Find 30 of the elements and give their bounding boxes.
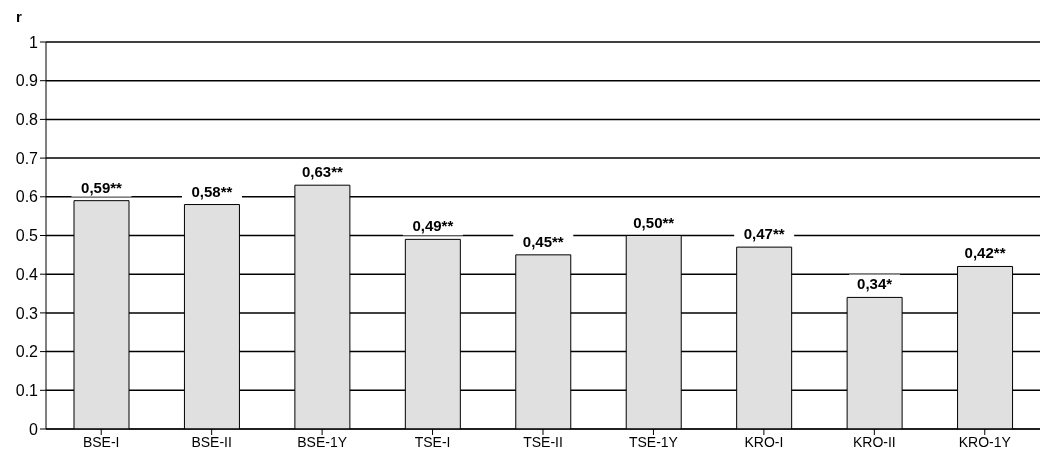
y-tick-label: 1: [29, 33, 39, 51]
data-label: 0,45**: [522, 232, 564, 250]
y-tick-label: 0.3: [15, 304, 39, 322]
y-tick-label: 0.9: [15, 72, 39, 90]
x-tick-label: TSE-1Y: [628, 433, 679, 450]
x-tick-label: KRO-II: [852, 433, 896, 450]
y-tick-label: 0.1: [15, 381, 39, 399]
y-tick-label: 0: [29, 420, 39, 438]
data-label: 0,63**: [301, 163, 343, 181]
y-tick-label: 0.7: [15, 149, 39, 167]
y-axis-title: r: [16, 8, 22, 25]
x-tick-label: TSE-II: [523, 433, 563, 450]
y-tick-label: 0.4: [15, 265, 39, 283]
y-tick-label: 0.8: [15, 111, 39, 129]
x-tick-label: KRO-1Y: [958, 433, 1012, 450]
x-tick-label: KRO-I: [744, 433, 784, 450]
y-tick-label: 0.5: [15, 227, 39, 245]
data-label: 0,34*: [857, 275, 893, 293]
data-label: 0,47**: [743, 225, 785, 243]
data-label: 0,58**: [191, 182, 233, 200]
data-label: 0,50**: [633, 213, 675, 231]
x-tick-label: TSE-I: [414, 433, 451, 450]
x-tick-label: BSE-1Y: [297, 433, 348, 450]
data-label: 0,42**: [964, 244, 1006, 262]
data-label: 0,59**: [81, 178, 123, 196]
y-tick-label: 0.2: [15, 343, 39, 361]
x-tick-label: BSE-I: [82, 433, 120, 450]
x-tick-label: BSE-II: [191, 433, 232, 450]
data-label: 0,49**: [412, 217, 454, 235]
y-tick-label: 0.6: [15, 188, 39, 206]
